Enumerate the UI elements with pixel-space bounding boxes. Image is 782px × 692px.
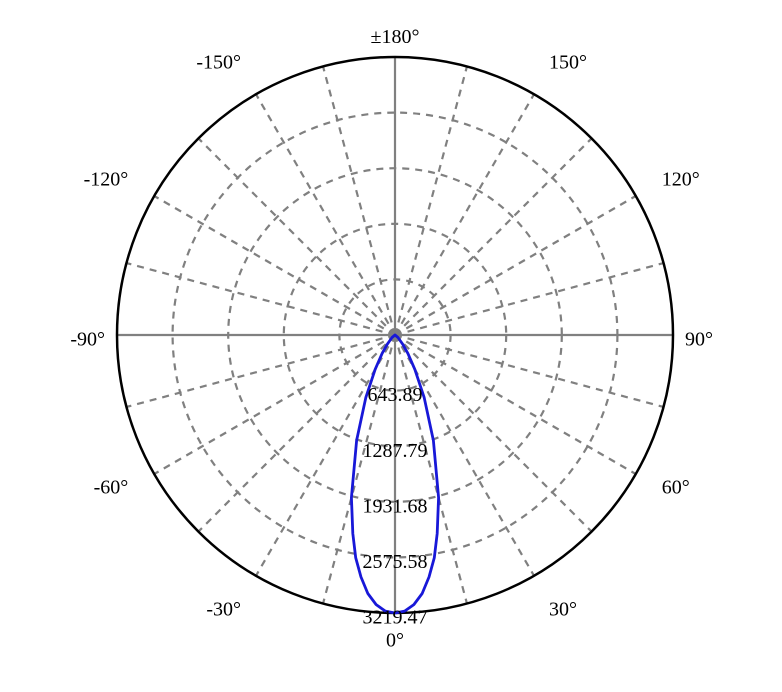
angle-label: 60° xyxy=(662,477,690,499)
angle-label: ±180° xyxy=(371,26,420,48)
angle-label: 30° xyxy=(549,598,577,620)
angle-label: 90° xyxy=(685,329,713,351)
radial-label: 2575.58 xyxy=(363,551,428,573)
angle-label: 150° xyxy=(549,51,587,73)
radial-label: 3219.47 xyxy=(363,607,428,629)
angle-label: -150° xyxy=(196,51,241,73)
radial-label: 643.89 xyxy=(368,384,423,406)
radial-label: 1287.79 xyxy=(363,440,428,462)
angle-label: -30° xyxy=(206,598,241,620)
angle-label: 0° xyxy=(386,630,404,652)
polar-chart: ±180° -150° -120° -90° -60° -30° 0° 30° 60° 90° 12… xyxy=(0,0,782,692)
angle-label: -120° xyxy=(84,169,129,191)
radial-label: 1931.68 xyxy=(363,495,428,517)
angle-label: 120° xyxy=(662,169,700,191)
angle-label: -60° xyxy=(94,477,129,499)
angle-label: -90° xyxy=(70,329,105,351)
